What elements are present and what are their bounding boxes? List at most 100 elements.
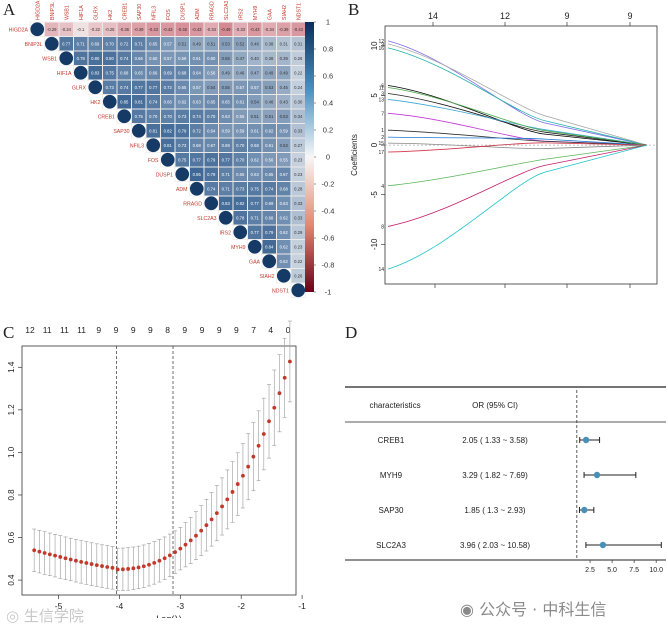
matrix-value-label: 0.62: [280, 259, 289, 264]
matrix-value-label: 0.51: [265, 114, 274, 119]
x-tick-label: -1: [298, 601, 306, 611]
matrix-value-label: -0.29: [47, 27, 57, 32]
matrix-cell-fill: [190, 138, 204, 152]
matrix-cell-fill: [262, 211, 276, 225]
matrix-value-label: 0.47: [236, 56, 245, 61]
row-characteristic: SAP30: [379, 506, 404, 515]
matrix-value-label: 0.57: [236, 85, 245, 90]
coefficient-path-label: 14: [378, 267, 384, 273]
matrix-cell-fill: [146, 51, 160, 65]
cv-point: [157, 558, 162, 563]
header-or-ci: OR (95% CI): [472, 401, 518, 410]
coefficient-path: [387, 87, 648, 146]
colorbar-tick-label: 0.2: [323, 126, 333, 135]
cv-point: [89, 562, 94, 566]
matrix-value-label: 0.79: [207, 172, 216, 177]
matrix-value-label: -0.24: [61, 27, 71, 32]
y-tick-label: 1.2: [7, 404, 16, 416]
matrix-col-label: NFIL3: [151, 6, 157, 20]
matrix-cell-fill: [161, 80, 175, 94]
matrix-diagonal-circle: [30, 22, 45, 37]
matrix-cell-fill: [117, 80, 131, 94]
matrix-cell-fill: [132, 66, 146, 80]
colorbar-tick-label: 0: [326, 153, 330, 162]
matrix-cell-fill: [190, 109, 204, 123]
matrix-cell-fill: [262, 109, 276, 123]
matrix-diagonal-circle: [175, 167, 190, 182]
cv-point: [136, 565, 141, 570]
matrix-cell-fill: [161, 22, 175, 36]
matrix-row-label: DUSP1: [156, 172, 173, 178]
matrix-value-label: 0.72: [164, 85, 173, 90]
matrix-cell-fill: [175, 80, 189, 94]
matrix-value-label: 0.83: [222, 201, 231, 206]
matrix-value-label: 0.57: [164, 42, 173, 47]
cv-point: [188, 538, 193, 543]
matrix-cell-fill: [248, 51, 262, 65]
matrix-value-label: -0.39: [279, 27, 289, 32]
matrix-value-label: 0.68: [265, 216, 274, 221]
matrix-cell-fill: [233, 153, 247, 167]
matrix-diagonal-circle: [160, 152, 175, 167]
matrix-value-label: 0.55: [222, 85, 231, 90]
top-tick-label: 9: [234, 325, 239, 335]
matrix-value-label: 0.65: [222, 100, 231, 105]
matrix-cell-fill: [248, 182, 262, 196]
matrix-row-label: SAP30: [113, 129, 129, 135]
coefficient-path: [387, 144, 648, 187]
matrix-value-label: 0.77: [149, 85, 158, 90]
matrix-cell-fill: [219, 138, 233, 152]
top-tick-label: 4: [268, 325, 273, 335]
matrix-value-label: -0.46: [177, 27, 187, 32]
matrix-value-label: 0.70: [149, 114, 158, 119]
coefficient-path: [387, 144, 648, 227]
matrix-diagonal-circle: [131, 123, 146, 138]
matrix-cell-fill: [219, 167, 233, 181]
matrix-value-label: -0.43: [293, 27, 303, 32]
matrix-cell-fill: [88, 37, 102, 51]
cv-point: [47, 552, 52, 557]
matrix-cell-fill: [291, 95, 305, 109]
y-tick-label: 0.6: [7, 531, 16, 543]
matrix-value-label: 0.62: [280, 245, 289, 250]
cv-point: [152, 560, 157, 565]
matrix-cell-fill: [262, 37, 276, 51]
matrix-value-label: 0.33: [294, 129, 303, 134]
matrix-value-label: 0.46: [251, 42, 260, 47]
top-tick-label: 11: [60, 325, 69, 335]
matrix-cell-fill: [277, 138, 291, 152]
matrix-value-label: -0.49: [221, 27, 231, 32]
top-tick-label: 9: [131, 325, 136, 335]
plot-frame: [21, 345, 297, 596]
matrix-value-label: 0.61: [251, 129, 260, 134]
matrix-row-label: RRAGD: [183, 201, 202, 207]
matrix-value-label: 0.23: [294, 158, 303, 163]
matrix-cell-fill: [175, 138, 189, 152]
matrix-cell-fill: [248, 211, 262, 225]
cv-point: [141, 564, 146, 569]
matrix-value-label: 0.75: [135, 114, 144, 119]
matrix-value-label: 0.79: [178, 129, 187, 134]
lasso-coefficient-plot: 14 12 9 91050-5-10Coefficients1216963137121…: [350, 11, 658, 288]
matrix-cell-fill: [248, 167, 262, 181]
matrix-value-label: 0.68: [178, 71, 187, 76]
coefficient-path: [387, 144, 648, 270]
matrix-cell-fill: [103, 51, 117, 65]
row-characteristic: SLC2A3: [376, 541, 406, 550]
matrix-value-label: 0.66: [164, 100, 173, 105]
cv-point: [53, 553, 57, 558]
colorbar-tick-label: 0.8: [323, 45, 333, 54]
matrix-cell-fill: [277, 95, 291, 109]
matrix-cell-fill: [146, 95, 160, 109]
matrix-value-label: -0.43: [148, 27, 158, 32]
cv-point: [37, 549, 42, 554]
y-tick-label: -5: [370, 191, 379, 199]
matrix-cell-fill: [88, 22, 102, 36]
matrix-value-label: 0.59: [222, 129, 231, 134]
cv-point: [214, 511, 219, 516]
matrix-value-label: 0.23: [294, 245, 303, 250]
matrix-cell-fill: [204, 182, 218, 196]
y-tick-label: 5: [370, 93, 379, 98]
matrix-cell-fill: [175, 22, 189, 36]
matrix-cell-fill: [190, 124, 204, 138]
